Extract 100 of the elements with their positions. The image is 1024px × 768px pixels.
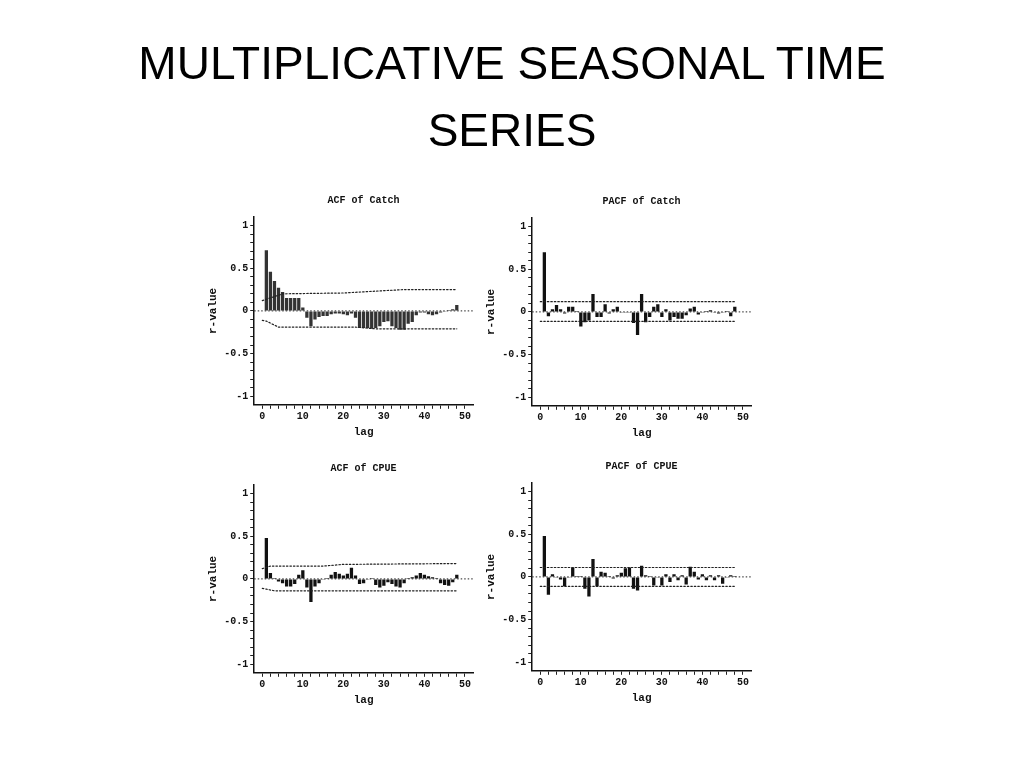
bar bbox=[329, 311, 333, 315]
bar bbox=[430, 311, 435, 316]
x-tick-label: 50 bbox=[458, 411, 471, 423]
bar bbox=[434, 311, 439, 315]
x-tick-label: 30 bbox=[377, 411, 390, 423]
bar bbox=[664, 574, 668, 577]
bar bbox=[297, 298, 301, 311]
y-tick-label: 0.5 bbox=[508, 263, 527, 275]
line-series bbox=[261, 288, 458, 302]
bar bbox=[410, 311, 414, 322]
x-tick-label: 40 bbox=[696, 412, 709, 424]
bar bbox=[402, 579, 406, 584]
y-tick-label: -0.5 bbox=[224, 616, 249, 628]
x-tick-label: 20 bbox=[337, 411, 350, 423]
x-tick-label: 10 bbox=[574, 677, 587, 689]
x-tick-label: 30 bbox=[377, 679, 390, 691]
bar bbox=[668, 577, 672, 583]
bar bbox=[293, 579, 297, 585]
x-tick-label: 30 bbox=[655, 677, 668, 689]
bar bbox=[370, 311, 374, 329]
bar bbox=[546, 577, 551, 595]
bar bbox=[366, 311, 370, 328]
x-tick-label: 0 bbox=[537, 412, 544, 424]
x-tick-label: 40 bbox=[418, 411, 431, 423]
bar bbox=[317, 311, 321, 317]
bar bbox=[378, 579, 382, 588]
bar bbox=[394, 579, 398, 587]
bar bbox=[309, 311, 313, 327]
bar bbox=[443, 579, 447, 585]
y-tick-label: 0.5 bbox=[508, 528, 527, 540]
bar bbox=[402, 311, 406, 330]
x-axis-title: lag bbox=[353, 426, 374, 439]
y-tick-label: 0 bbox=[520, 306, 527, 318]
x-axis-title: lag bbox=[631, 427, 652, 440]
bar bbox=[309, 579, 313, 602]
y-tick-label: 0.5 bbox=[230, 262, 249, 274]
x-tick-label: 0 bbox=[259, 411, 266, 423]
bar bbox=[345, 311, 350, 316]
bar bbox=[378, 311, 382, 327]
x-tick-label: 0 bbox=[537, 677, 544, 689]
chart-title: ACF of Catch bbox=[327, 194, 400, 206]
bar bbox=[264, 250, 268, 311]
y-tick-label: 1 bbox=[242, 488, 249, 500]
bar bbox=[321, 311, 325, 317]
x-tick-label: 20 bbox=[615, 677, 628, 689]
bar bbox=[361, 579, 366, 584]
bar bbox=[652, 577, 656, 586]
bar bbox=[390, 311, 394, 327]
bar bbox=[672, 574, 676, 577]
x-tick-label: 10 bbox=[296, 411, 309, 423]
bar bbox=[635, 577, 640, 591]
y-tick-label: 1 bbox=[242, 220, 249, 232]
bar bbox=[386, 311, 390, 322]
y-axis-title: r-value bbox=[207, 555, 220, 603]
x-tick-label: 10 bbox=[574, 412, 587, 424]
bar bbox=[447, 579, 451, 586]
x-axis-title: lag bbox=[631, 692, 652, 705]
x-tick-label: 50 bbox=[736, 412, 749, 424]
bar bbox=[603, 572, 607, 577]
bar bbox=[587, 577, 591, 597]
bar bbox=[721, 577, 725, 584]
bar bbox=[289, 298, 293, 311]
bar bbox=[426, 311, 431, 315]
x-tick-label: 50 bbox=[458, 679, 471, 691]
y-tick-label: -1 bbox=[514, 656, 527, 668]
x-tick-label: 40 bbox=[418, 679, 431, 691]
y-tick-label: 0.5 bbox=[230, 530, 249, 542]
bar bbox=[704, 577, 709, 581]
chart-title: PACF of CPUE bbox=[605, 460, 678, 472]
x-tick-label: 10 bbox=[296, 679, 309, 691]
bar bbox=[361, 311, 366, 328]
bar bbox=[684, 577, 688, 585]
y-axis-title: r-value bbox=[207, 287, 220, 335]
bar bbox=[325, 311, 329, 317]
bar bbox=[301, 570, 305, 579]
x-tick-label: 30 bbox=[655, 412, 668, 424]
x-tick-label: 50 bbox=[736, 677, 749, 689]
bar bbox=[398, 311, 402, 330]
bar bbox=[382, 579, 386, 586]
bar bbox=[386, 579, 390, 583]
bar bbox=[712, 577, 717, 581]
bar bbox=[676, 577, 680, 581]
bar bbox=[660, 577, 664, 586]
bar bbox=[398, 579, 402, 588]
bar bbox=[341, 311, 345, 315]
chart-title: ACF of CPUE bbox=[330, 462, 397, 474]
bar bbox=[317, 579, 321, 584]
y-tick-label: 1 bbox=[520, 486, 527, 498]
bar bbox=[374, 579, 378, 585]
bar bbox=[293, 298, 297, 311]
line-series bbox=[261, 319, 458, 330]
x-tick-label: 40 bbox=[696, 677, 709, 689]
bar bbox=[599, 571, 603, 577]
y-axis-title: r-value bbox=[485, 553, 498, 601]
y-tick-label: 1 bbox=[520, 221, 527, 233]
bar bbox=[438, 579, 443, 584]
y-axis-title: r-value bbox=[485, 288, 498, 336]
bar bbox=[382, 311, 386, 322]
text: MULTIPLICATIVE SEASONAL TIME SERIES bbox=[137, 36, 887, 158]
bar bbox=[390, 579, 394, 585]
